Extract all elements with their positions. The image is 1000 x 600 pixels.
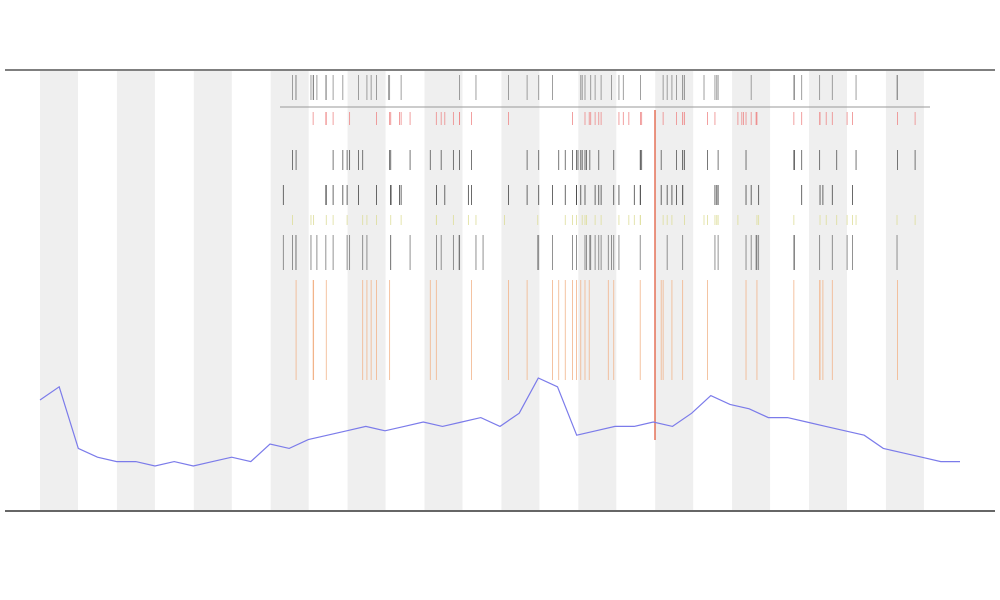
background-bands <box>40 71 924 510</box>
band <box>193 71 232 510</box>
band <box>501 71 540 510</box>
band <box>270 71 309 510</box>
band <box>809 71 847 510</box>
band <box>885 71 924 510</box>
band <box>424 71 463 510</box>
event-ticks <box>282 75 916 440</box>
plot <box>39 377 960 467</box>
band <box>116 71 155 510</box>
band <box>578 71 617 510</box>
data-line <box>39 377 960 467</box>
band <box>732 71 771 510</box>
band <box>40 71 78 510</box>
